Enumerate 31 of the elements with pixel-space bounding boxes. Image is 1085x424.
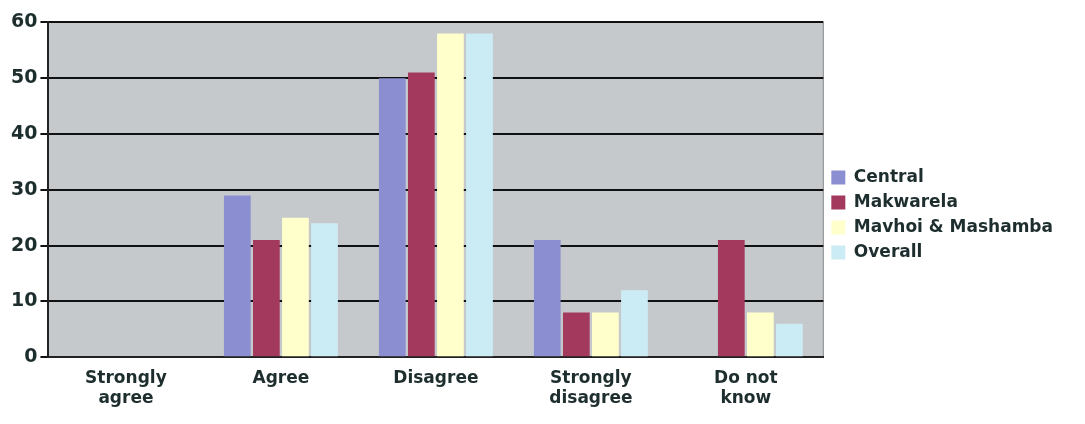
bar (253, 240, 280, 357)
bar (223, 195, 251, 357)
bar (776, 323, 803, 357)
legend-label: Makwarela (853, 190, 958, 211)
bar (311, 223, 338, 357)
y-tick-label: 20 (10, 232, 38, 255)
legend-label: Mavhoi & Mashamba (853, 215, 1054, 236)
bar (562, 312, 590, 357)
y-tick-label: 30 (10, 176, 38, 199)
legend-label: Central (853, 165, 924, 186)
y-tick-label: 10 (10, 288, 38, 311)
bar (621, 290, 648, 357)
bar (717, 240, 745, 357)
bar (592, 312, 619, 357)
y-tick-label: 50 (10, 65, 38, 88)
bar (282, 217, 309, 357)
y-tick-label: 60 (10, 9, 38, 32)
bar (533, 240, 561, 357)
bar (378, 78, 406, 357)
bar (407, 72, 435, 357)
x-tick-label: Disagree (393, 366, 479, 387)
x-tick-label: Agree (252, 366, 310, 387)
bar (437, 33, 464, 357)
x-tick-label: Strongly agree (85, 366, 167, 408)
y-tick-label: 0 (24, 344, 38, 367)
legend-label: Overall (853, 240, 923, 261)
x-tick-label: Do not know (714, 366, 778, 408)
bar (747, 312, 774, 357)
x-tick-label: Strongly disagree (549, 366, 633, 408)
bar (466, 33, 493, 357)
y-tick-label: 40 (10, 120, 38, 143)
